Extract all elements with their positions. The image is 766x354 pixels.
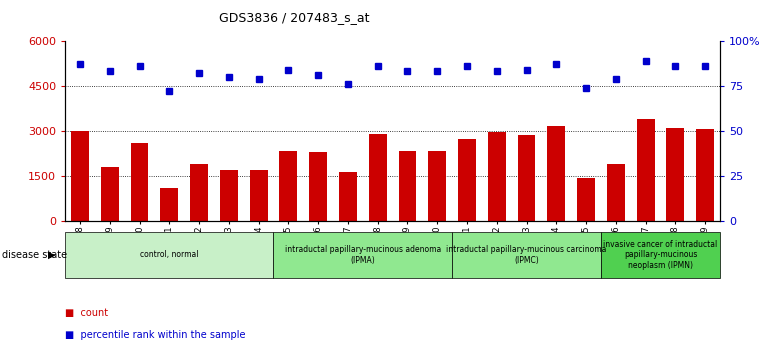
Text: ■  percentile rank within the sample: ■ percentile rank within the sample: [65, 330, 246, 339]
Text: intraductal papillary-mucinous adenoma
(IPMA): intraductal papillary-mucinous adenoma (…: [285, 245, 441, 264]
Bar: [309, 152, 327, 221]
Bar: [666, 128, 684, 221]
Bar: [220, 170, 237, 221]
Text: intraductal papillary-mucinous carcinoma
(IPMC): intraductal papillary-mucinous carcinoma…: [447, 245, 607, 264]
Bar: [488, 132, 506, 221]
Bar: [428, 150, 446, 221]
Bar: [190, 164, 208, 221]
Bar: [280, 150, 297, 221]
Bar: [101, 167, 119, 221]
Bar: [577, 178, 595, 221]
Bar: [458, 138, 476, 221]
Bar: [518, 136, 535, 221]
Text: ■  count: ■ count: [65, 308, 108, 318]
Bar: [548, 126, 565, 221]
Bar: [368, 134, 387, 221]
Bar: [250, 170, 267, 221]
Bar: [130, 143, 149, 221]
Bar: [160, 188, 178, 221]
Bar: [696, 130, 714, 221]
Text: control, normal: control, normal: [140, 250, 198, 259]
Bar: [637, 119, 654, 221]
Text: invasive cancer of intraductal
papillary-mucinous
neoplasm (IPMN): invasive cancer of intraductal papillary…: [604, 240, 718, 270]
Text: GDS3836 / 207483_s_at: GDS3836 / 207483_s_at: [219, 11, 369, 24]
Text: disease state: disease state: [2, 250, 67, 260]
Bar: [398, 150, 417, 221]
Bar: [339, 172, 357, 221]
Bar: [71, 131, 89, 221]
Text: ▶: ▶: [47, 250, 55, 260]
Bar: [607, 164, 625, 221]
